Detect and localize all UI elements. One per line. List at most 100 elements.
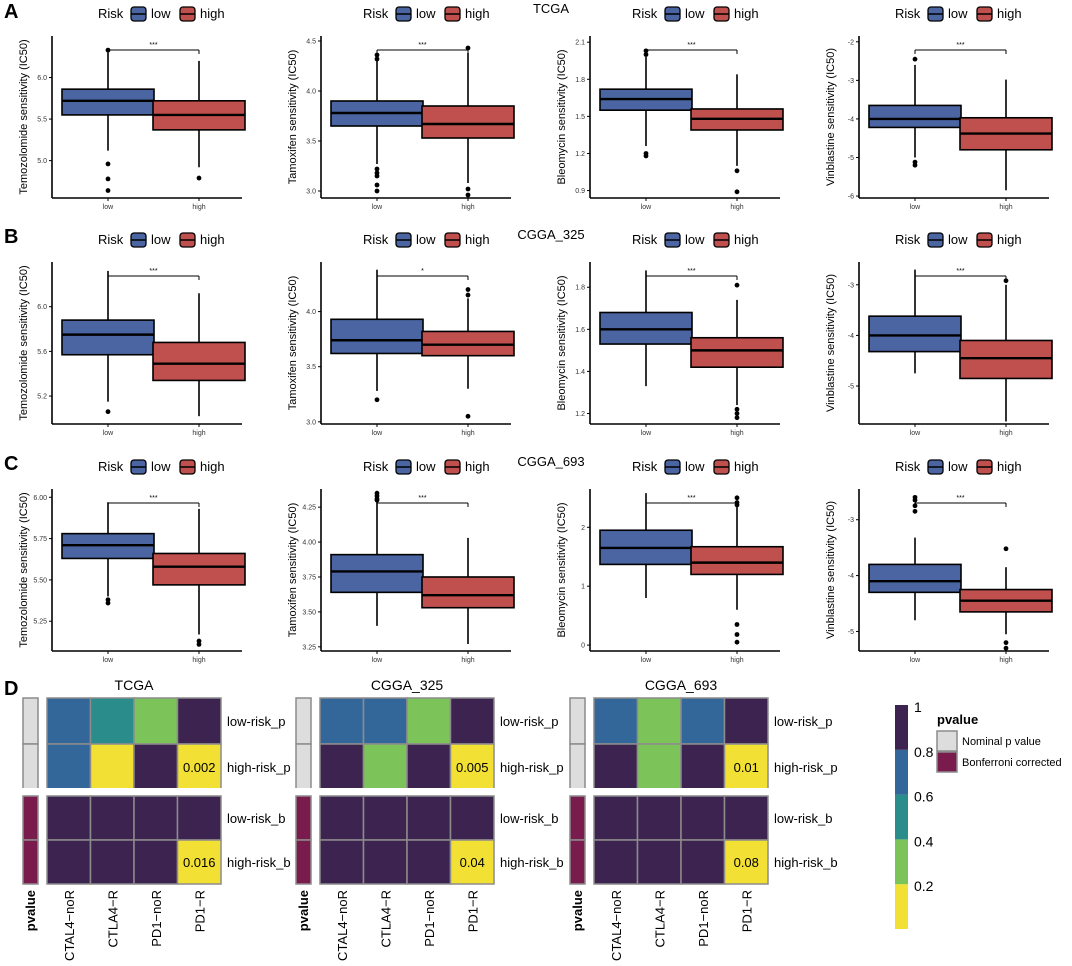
legend-high-label: high — [200, 232, 225, 247]
outlier-point — [643, 153, 649, 159]
y-tick-label: -4 — [848, 333, 854, 340]
column-label: PD1−R — [192, 890, 207, 932]
x-tick-label: low — [641, 657, 652, 664]
risk-legend: Risk low high — [895, 6, 1022, 22]
x-tick-label: high — [461, 657, 474, 664]
legend-high-label: high — [200, 6, 225, 21]
heatmap-cell — [176, 839, 222, 885]
heatmap-title: CGGA_693 — [645, 677, 718, 693]
y-tick-label: 1.8 — [575, 77, 585, 84]
x-tick-label: low — [372, 204, 383, 211]
heatmap-cell — [723, 743, 769, 791]
box-low — [330, 553, 424, 594]
x-tick-label: high — [192, 657, 205, 664]
box-low — [330, 318, 424, 355]
legend-high-label: high — [465, 6, 490, 21]
colorbar-tick-label: 0.6 — [914, 789, 934, 805]
x-tick-label: low — [103, 204, 114, 211]
outlier-point — [643, 48, 649, 54]
outlier-point — [105, 176, 111, 182]
outlier-point — [734, 415, 740, 421]
y-tick-label: 5.0 — [37, 158, 47, 165]
column-label: PD1−noR — [422, 890, 437, 947]
outlier-point — [196, 638, 202, 644]
x-tick-label: high — [461, 204, 474, 211]
row-label: low-risk_p — [500, 714, 559, 729]
annotation-legend-title: pvalue — [937, 712, 978, 727]
dataset-title: CGGA_325 — [517, 227, 584, 242]
outlier-point — [734, 632, 740, 637]
legend-nominal-swatch — [936, 730, 958, 752]
outlier-point — [196, 175, 202, 181]
outlier-point — [374, 56, 380, 62]
heatmap-cell — [723, 839, 769, 885]
legend-bonferroni-label: Bonferroni corrected — [962, 757, 1062, 769]
heatmap-cell — [362, 795, 408, 841]
row-label: high-risk_b — [500, 855, 564, 870]
heatmap-cgga-693: CGGA_693 0.01 0.08 low-risk_p high-risk_plow… — [568, 677, 838, 961]
y-axis-label: Vinblastine sensitivity (IC50) — [825, 274, 837, 412]
row-label: low-risk_b — [227, 811, 286, 826]
outlier-point — [734, 622, 740, 627]
cell-value-label: 0.08 — [734, 855, 759, 870]
risk-legend: Risk low high — [632, 232, 759, 248]
significance-label: *** — [149, 495, 157, 502]
y-tick-label: 1.5 — [575, 114, 585, 121]
cell-value-label: 0.01 — [734, 760, 759, 775]
y-tick-label: -3 — [848, 282, 854, 289]
heatmap-cell — [449, 697, 495, 745]
y-tick-label: -4 — [848, 116, 854, 123]
annotation-bonferroni — [22, 839, 39, 885]
annotation-nominal — [295, 743, 312, 791]
panel-letter-d: D — [4, 678, 18, 700]
boxplot-vinblastine: Risk low high -3 -4 -5 Vinblastine sensitivity… — [825, 232, 1053, 437]
annotation-nominal — [569, 697, 586, 745]
y-axis-label: Bleomycin sensitivity (IC50) — [556, 502, 568, 637]
y-tick-label: 4.5 — [306, 39, 316, 46]
y-tick-label: -3 — [848, 517, 854, 524]
significance-label: *** — [418, 495, 426, 502]
outlier-point — [374, 397, 380, 403]
outlier-point — [1003, 640, 1009, 646]
heatmap-cell — [680, 839, 726, 885]
y-tick-label: 2.1 — [575, 40, 585, 47]
y-tick-label: 0 — [581, 643, 585, 650]
legend-high-label: high — [200, 459, 225, 474]
outlier-point — [465, 287, 471, 292]
row-label: high-risk_b — [774, 855, 838, 870]
colorbar-tick-label: 0.8 — [914, 744, 934, 760]
heatmap-cell — [593, 839, 639, 885]
row-label: high-risk_p — [774, 760, 838, 775]
heatmap-cell — [636, 697, 682, 745]
heatmap-cell — [593, 697, 639, 745]
cell-value-label: 0.002 — [183, 760, 216, 775]
y-tick-label: -4 — [848, 573, 854, 580]
y-axis-label: Tamoxifen sensitivity (IC50) — [287, 50, 299, 185]
risk-legend: Risk low high — [363, 6, 490, 22]
annotation-nominal — [22, 697, 39, 745]
x-tick-label: high — [999, 204, 1012, 211]
box-low — [868, 563, 962, 594]
heatmap-cell — [449, 743, 495, 791]
significance-label: * — [421, 268, 424, 275]
colorbar-tick-label: 1 — [914, 699, 922, 715]
outlier-point — [734, 189, 740, 195]
x-tick-label: low — [103, 430, 114, 437]
boxplot-row-b: CGGA_325 Risk low high 5.2 5.6 6.0 Temozolomide… — [18, 227, 1053, 437]
y-tick-label: 4.0 — [306, 309, 316, 316]
y-axis-label: Tamoxifen sensitivity (IC50) — [287, 276, 299, 411]
legend-low-label: low — [416, 232, 436, 247]
heatmap-cell — [46, 743, 92, 791]
column-label: PD1−noR — [696, 890, 711, 947]
heatmap-title: TCGA — [115, 677, 155, 693]
outlier-point — [465, 192, 471, 198]
x-tick-label: high — [461, 430, 474, 437]
significance-label: *** — [687, 495, 695, 502]
outlier-point — [734, 639, 740, 645]
y-tick-label: 3.0 — [306, 419, 316, 426]
significance-label: *** — [956, 268, 964, 275]
y-tick-label: -3 — [848, 78, 854, 85]
heatmap-cell — [133, 795, 179, 841]
heatmap-cell — [406, 743, 452, 791]
outlier-point — [912, 503, 918, 509]
